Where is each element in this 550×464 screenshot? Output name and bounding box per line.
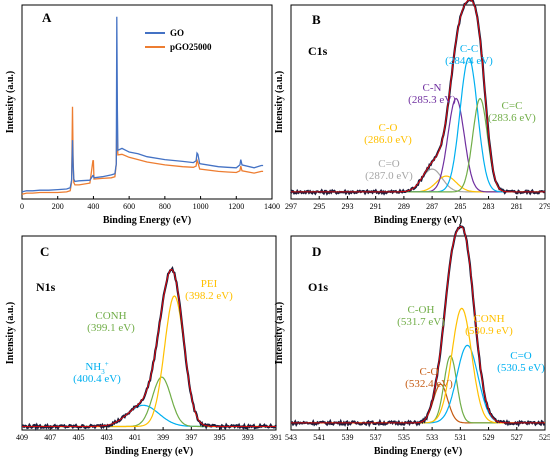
component-peak xyxy=(291,57,545,193)
core-level-label: C1s xyxy=(308,44,328,58)
x-tick-label: 1000 xyxy=(193,202,209,211)
plot-frame xyxy=(290,235,546,431)
x-tick-label: 409 xyxy=(16,433,28,442)
panel-label: C xyxy=(40,244,49,259)
series-line-pgo25000 xyxy=(21,106,264,195)
core-level-label: N1s xyxy=(36,280,56,294)
panel-c: 409 407 405 403 401 399 397 395 393 391 Binding En… xyxy=(5,235,282,457)
x-tick-label: 600 xyxy=(123,202,135,211)
x-tick-label: 297 xyxy=(285,202,297,211)
x-tick-label: 527 xyxy=(511,433,523,442)
panel-label: A xyxy=(42,10,52,25)
peak-annotation: (284.4 eV) xyxy=(445,55,493,67)
y-axis-label: Intensity (a.u.) xyxy=(274,302,285,365)
x-tick-label: 541 xyxy=(313,433,325,442)
x-tick-label: 537 xyxy=(370,433,382,442)
x-tick-label: 405 xyxy=(72,433,84,442)
component-peak xyxy=(291,168,545,193)
x-tick-label: 403 xyxy=(101,433,113,442)
x-tick-label: 399 xyxy=(157,433,169,442)
peak-annotation: (530.5 eV) xyxy=(497,362,545,374)
peak-annotation: (532.4 eV) xyxy=(405,378,453,390)
fit-envelope xyxy=(22,269,276,427)
x-tick-label: 400 xyxy=(87,202,99,211)
x-tick-label: 401 xyxy=(129,433,141,442)
panel-d: 543 541 539 537 535 533 531 529 527 525 Binding En… xyxy=(274,224,550,457)
x-tick-label: 533 xyxy=(426,433,438,442)
x-tick-label: 395 xyxy=(214,433,226,442)
peak-annotation: C-N xyxy=(423,82,442,94)
peak-annotation: C=C xyxy=(502,100,523,112)
series-line-go xyxy=(21,16,264,193)
peak-annotation: C-C xyxy=(460,43,478,55)
x-tick-label: 285 xyxy=(454,202,466,211)
x-tick-label: 393 xyxy=(242,433,254,442)
x-tick-label: 535 xyxy=(398,433,410,442)
x-tick-label: 295 xyxy=(313,202,325,211)
peak-annotation: C=O xyxy=(378,158,400,170)
peak-annotation: C=O xyxy=(510,350,532,362)
x-tick-label: 0 xyxy=(20,202,24,211)
panel-a: 0 200 400 600 800 1000 1200 1400 Binding Energy … xyxy=(5,4,280,226)
peak-annotation: (399.1 eV) xyxy=(87,322,135,334)
peak-annotation: (283.6 eV) xyxy=(488,112,536,124)
x-tick-label: 531 xyxy=(454,433,466,442)
legend-label: pGO25000 xyxy=(170,42,212,52)
panel-label: B xyxy=(312,12,321,27)
x-tick-label: 289 xyxy=(398,202,410,211)
x-tick-label: 1200 xyxy=(228,202,244,211)
x-tick-label: 525 xyxy=(539,433,550,442)
peak-annotation: (286.0 eV) xyxy=(364,134,412,146)
peak-annotation: (531.7 eV) xyxy=(397,316,445,328)
x-tick-label: 279 xyxy=(539,202,550,211)
x-tick-label: 281 xyxy=(511,202,523,211)
y-axis-label: Intensity (a.u.) xyxy=(5,302,16,365)
x-tick-label: 287 xyxy=(426,202,438,211)
peak-annotation: C-OH xyxy=(408,304,435,316)
plot-frame xyxy=(21,235,277,431)
y-axis-label: Intensity (a.u.) xyxy=(274,71,285,134)
panel-label: D xyxy=(312,244,321,259)
peak-annotation: (287.0 eV) xyxy=(365,170,413,182)
x-tick-label: 200 xyxy=(52,202,64,211)
peak-annotation: (285.3 eV) xyxy=(408,94,456,106)
x-axis-label: Binding Energy (eV) xyxy=(374,446,462,457)
x-tick-label: 397 xyxy=(185,433,197,442)
x-tick-label: 283 xyxy=(483,202,495,211)
fit-envelope xyxy=(291,0,545,193)
x-tick-label: 800 xyxy=(159,202,171,211)
x-tick-label: 291 xyxy=(370,202,382,211)
plot-frame xyxy=(21,4,273,200)
peak-annotation: PEI xyxy=(201,278,218,290)
peak-annotation: (400.4 eV) xyxy=(73,373,121,385)
peak-annotation: C-O xyxy=(379,122,398,134)
x-axis-label: Binding Energy (eV) xyxy=(374,215,462,226)
peak-annotation: CONH xyxy=(473,313,504,325)
measured-envelope xyxy=(21,266,277,432)
x-tick-label: 539 xyxy=(341,433,353,442)
x-tick-label: 407 xyxy=(44,433,56,442)
y-axis-label: Intensity (a.u.) xyxy=(5,71,16,134)
plot-frame xyxy=(290,4,546,200)
x-tick-label: 1400 xyxy=(264,202,280,211)
legend-label: GO xyxy=(170,28,184,38)
x-tick-label: 293 xyxy=(341,202,353,211)
x-tick-label: 391 xyxy=(270,433,282,442)
peak-annotation: (530.9 eV) xyxy=(465,325,513,337)
component-peak xyxy=(291,383,545,424)
peak-annotation: CONH xyxy=(95,310,126,322)
panel-b: 297 295 293 291 289 287 285 283 281 279 Binding En… xyxy=(274,0,550,226)
x-axis-label: Binding Energy (eV) xyxy=(103,215,191,226)
x-tick-label: 529 xyxy=(483,433,495,442)
core-level-label: O1s xyxy=(308,280,328,294)
peak-annotation: (398.2 eV) xyxy=(185,290,233,302)
x-tick-label: 543 xyxy=(285,433,297,442)
peak-annotation: C-O xyxy=(420,366,439,378)
fit-envelope xyxy=(291,226,545,424)
x-axis-label: Binding Energy (eV) xyxy=(105,446,193,457)
